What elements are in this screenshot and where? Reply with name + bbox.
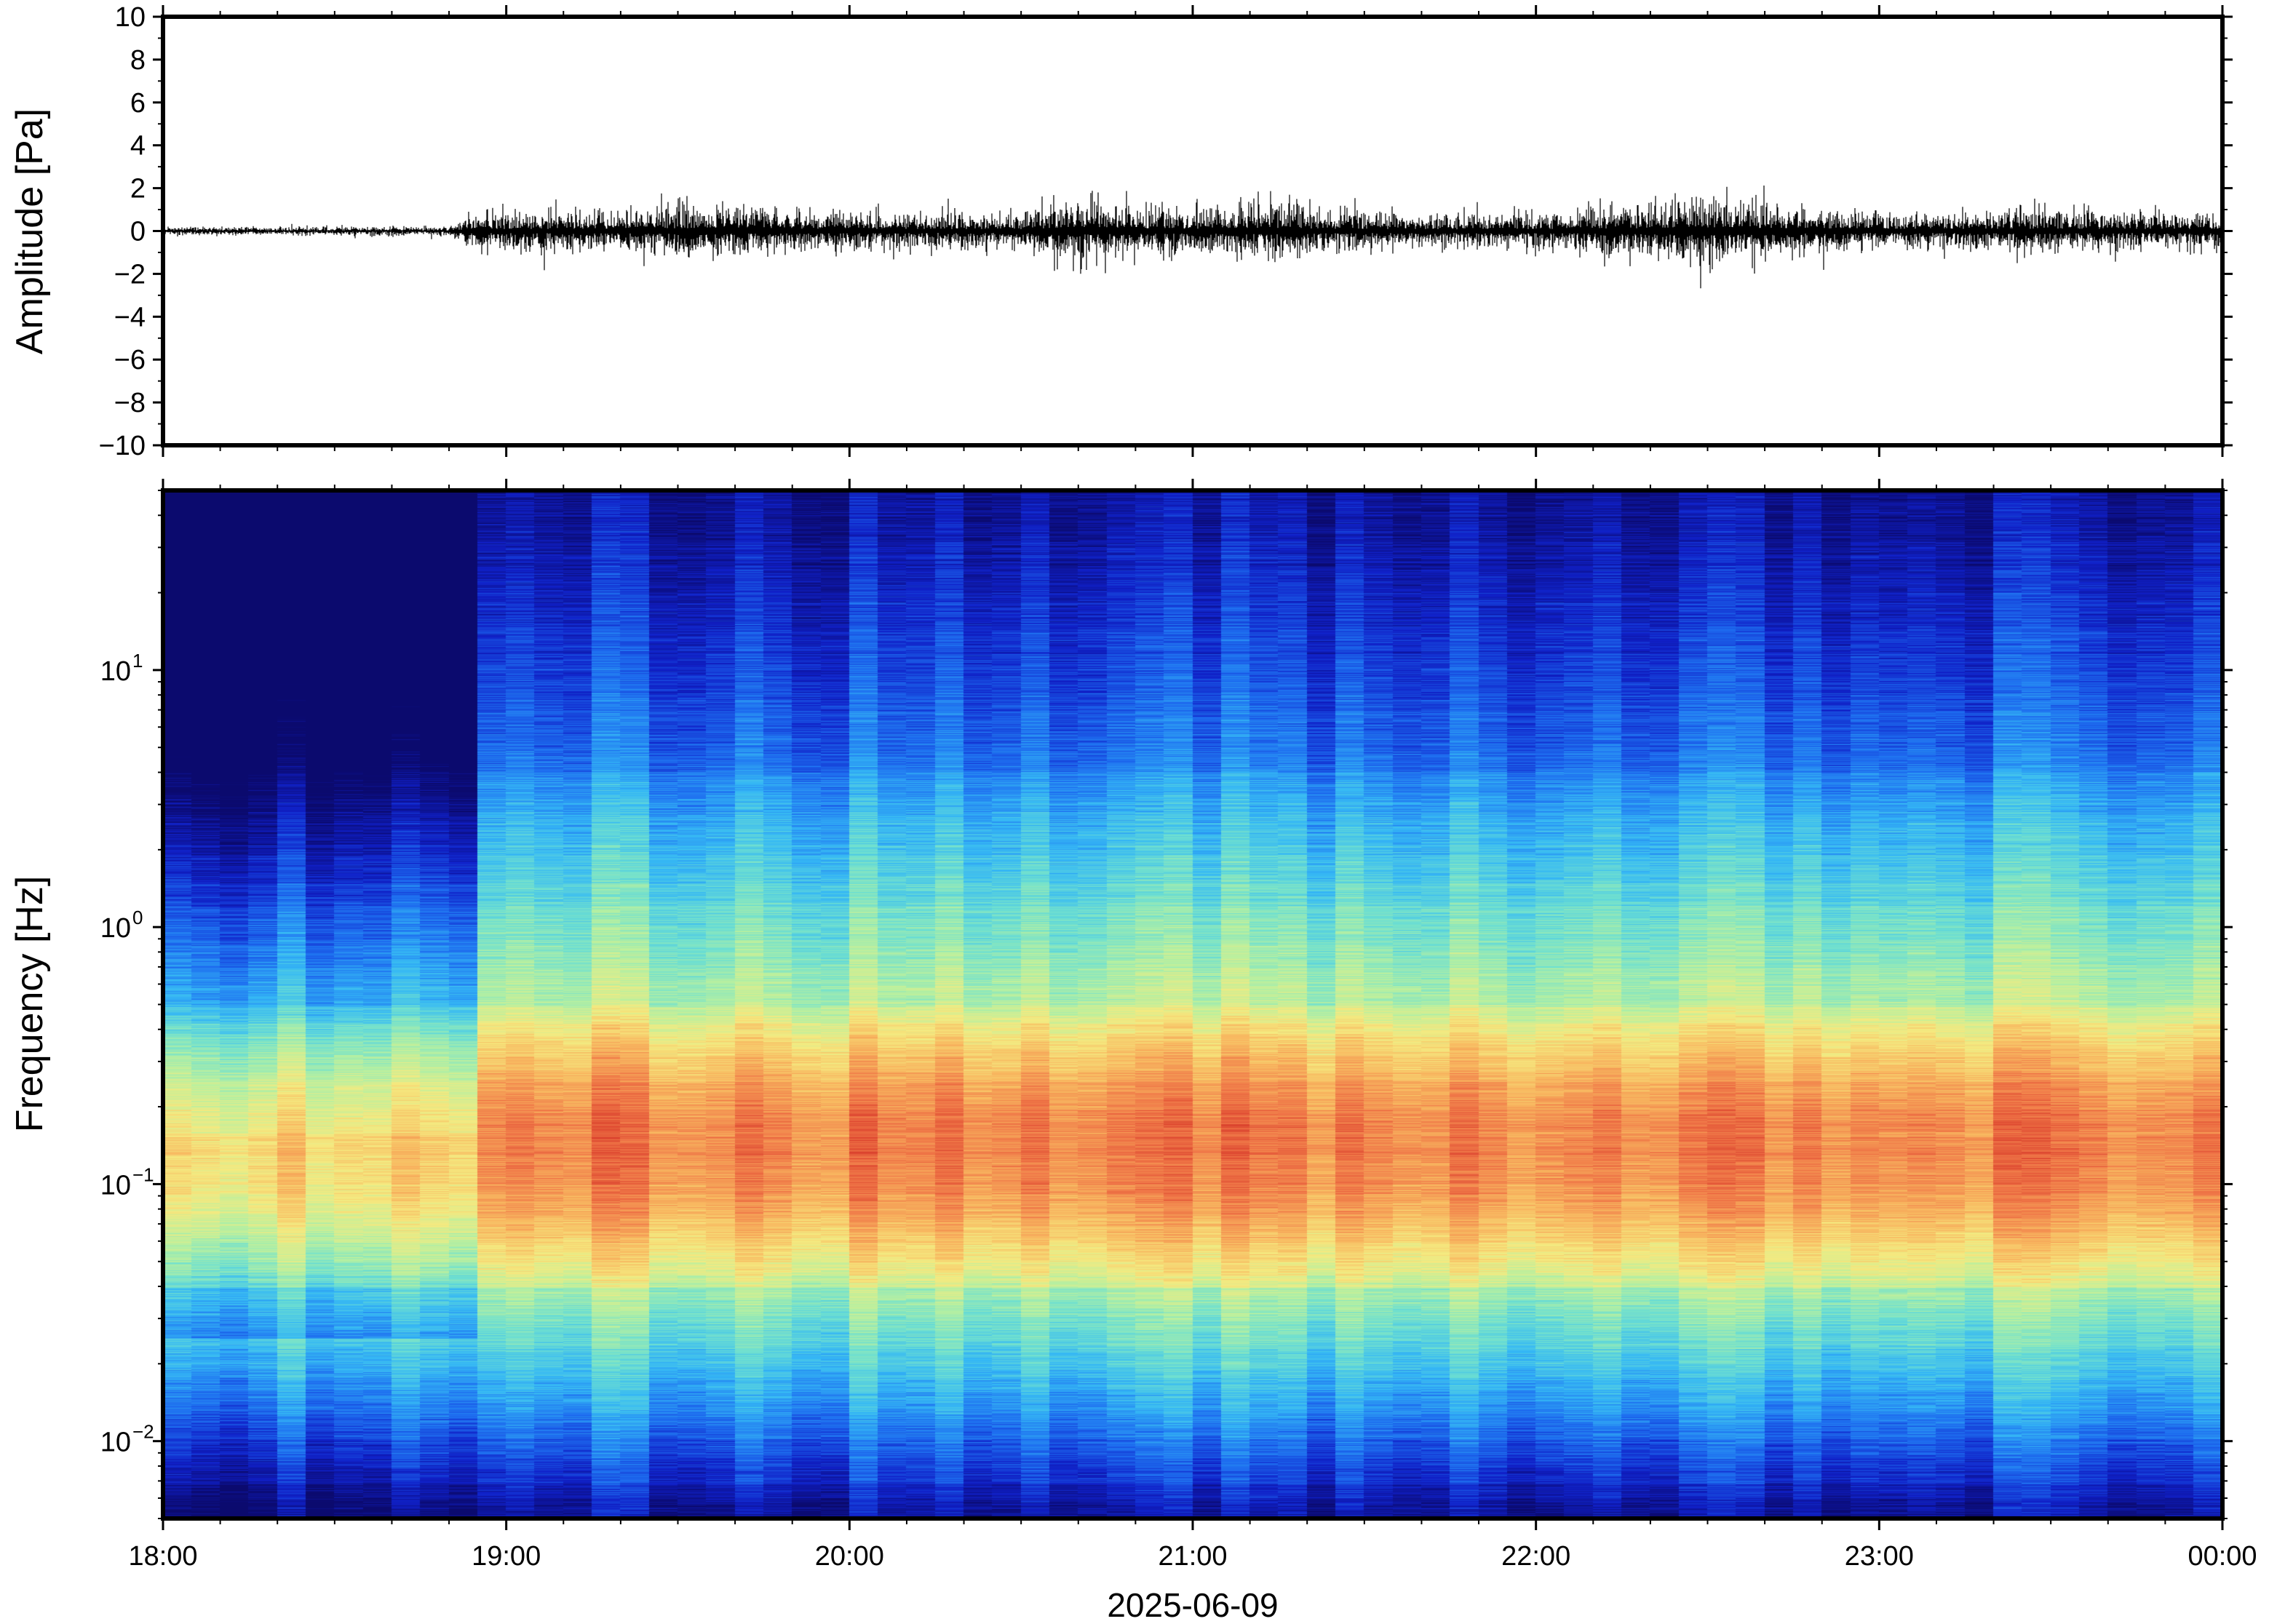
spectrogram-y-tick-label: 10 (100, 1428, 131, 1458)
spectrogram-y-tick-label: 10 (100, 656, 131, 687)
spectrogram-y-tick-exponent: 1 (132, 650, 143, 672)
time-tick-label: 23:00 (1845, 1541, 1914, 1572)
waveform-y-tick-label: −10 (99, 431, 146, 461)
spectrogram-y-tick-label: 10 (100, 1170, 131, 1201)
waveform-y-tick-label: 4 (130, 131, 146, 162)
waveform-y-tick-label: −8 (114, 388, 146, 418)
time-tick-label: 19:00 (472, 1541, 541, 1572)
waveform-panel (161, 15, 2225, 447)
waveform-y-tick-label: 6 (130, 88, 146, 119)
spectrogram-image (163, 490, 2222, 1518)
waveform-y-tick-label: 10 (115, 2, 146, 33)
waveform-y-tick-label: 2 (130, 174, 146, 204)
spectrogram-y-tick-exponent: −2 (132, 1421, 154, 1443)
spectrogram-y-axis-title: Frequency [Hz] (9, 876, 51, 1133)
waveform-y-tick-label: −6 (114, 345, 146, 375)
spectrogram-y-tick-exponent: 0 (132, 907, 143, 928)
spectrogram-panel (161, 488, 2225, 1521)
waveform-y-tick-label: −4 (114, 302, 146, 333)
time-axis-ticks: 18:00 19:00 20:00 21:00 22:00 23:00 00:00 (128, 5, 2257, 1572)
waveform-y-tick-label: 8 (130, 45, 146, 76)
waveform-y-tick-label: −2 (114, 259, 146, 290)
waveform-y-tick-label: 0 (130, 217, 146, 247)
spectrogram-y-tick-exponent: −1 (132, 1163, 154, 1185)
spectrogram-y-tick-label: 10 (100, 913, 131, 944)
time-tick-label: 00:00 (2187, 1541, 2257, 1572)
time-tick-label: 20:00 (815, 1541, 884, 1572)
waveform-y-ticks: 10 8 6 4 2 0 −2 −4 −6 −8 −10 (99, 2, 2233, 461)
time-tick-label: 18:00 (128, 1541, 197, 1572)
time-tick-label: 22:00 (1501, 1541, 1570, 1572)
date-axis-label: 2025-06-09 (1107, 1586, 1278, 1624)
time-tick-label: 21:00 (1158, 1541, 1227, 1572)
waveform-y-axis-title: Amplitude [Pa] (9, 108, 51, 354)
